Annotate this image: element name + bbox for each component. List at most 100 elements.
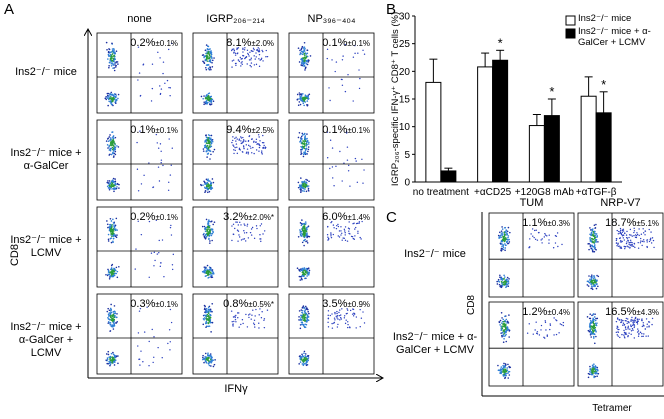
- event-dot: [112, 351, 114, 354]
- event-dot: [627, 239, 629, 241]
- event-dot: [116, 229, 118, 231]
- event-dot: [112, 137, 114, 139]
- event-dot: [632, 245, 635, 248]
- event-dot: [307, 310, 309, 313]
- event-dot: [205, 185, 208, 188]
- event-dot: [305, 183, 307, 186]
- event-dot: [548, 234, 550, 236]
- event-dot: [363, 169, 365, 171]
- event-dot: [502, 320, 505, 323]
- event-dot: [500, 371, 503, 373]
- event-dot: [296, 98, 299, 101]
- event-dot: [115, 272, 118, 275]
- event-dot: [112, 180, 114, 182]
- event-dot: [628, 332, 630, 334]
- event-dot: [206, 51, 208, 53]
- event-dot: [298, 61, 301, 63]
- event-dot: [245, 55, 248, 58]
- event-dot: [538, 334, 541, 336]
- event-dot: [258, 58, 260, 60]
- event-dot: [255, 52, 257, 54]
- event-dot: [155, 133, 158, 136]
- event-dot: [257, 134, 260, 136]
- event-dot: [207, 322, 209, 324]
- event-dot: [232, 144, 234, 146]
- event-dot: [327, 317, 330, 320]
- event-dot: [113, 67, 116, 69]
- event-dot: [594, 232, 596, 235]
- event-dot: [263, 318, 266, 320]
- percentage-sd: ±0.1%: [155, 213, 178, 222]
- event-dot: [303, 267, 306, 269]
- event-dot: [110, 303, 112, 306]
- event-dot: [209, 66, 212, 69]
- event-dot: [302, 229, 305, 232]
- event-dot: [203, 225, 206, 228]
- event-dot: [236, 152, 239, 155]
- event-dot: [636, 233, 639, 236]
- event-dot: [159, 92, 162, 95]
- event-dot: [619, 229, 622, 232]
- event-dot: [238, 138, 241, 140]
- event-dot: [303, 60, 305, 63]
- event-dot: [112, 232, 114, 235]
- percentage-sd: ±5.1%: [636, 219, 659, 228]
- event-dot: [502, 244, 505, 247]
- event-dot: [208, 92, 211, 94]
- event-dot: [110, 325, 113, 327]
- significance: *: [601, 77, 606, 92]
- event-dot: [300, 222, 303, 225]
- event-dot: [615, 242, 618, 244]
- event-dot: [251, 314, 253, 316]
- event-dot: [347, 321, 349, 323]
- event-dot: [505, 328, 508, 330]
- event-dot: [109, 100, 112, 102]
- event-dot: [138, 358, 141, 360]
- percentage-value: 0.1%: [322, 37, 347, 49]
- percentage-sd: ±0.1%: [155, 300, 178, 309]
- event-dot: [210, 142, 212, 145]
- event-dot: [204, 190, 207, 192]
- event-dot: [619, 241, 622, 243]
- event-dot: [113, 49, 115, 51]
- event-dot: [352, 237, 355, 240]
- event-dot: [240, 65, 242, 67]
- event-dot: [238, 312, 240, 314]
- event-dot: [348, 221, 350, 223]
- event-dot: [234, 146, 236, 149]
- event-dot: [111, 48, 114, 50]
- event-dot: [304, 305, 307, 308]
- event-dot: [353, 313, 356, 315]
- event-dot: [626, 318, 629, 320]
- event-dot: [508, 374, 511, 376]
- event-dot: [302, 100, 304, 103]
- event-dot: [109, 276, 112, 278]
- event-dot: [113, 305, 116, 307]
- event-dot: [559, 323, 561, 325]
- event-dot: [593, 240, 596, 242]
- event-dot: [633, 234, 635, 237]
- event-dot: [502, 318, 505, 321]
- bar: [595, 112, 612, 183]
- event-dot: [594, 227, 597, 229]
- event-dot: [634, 317, 637, 320]
- event-dot: [622, 237, 624, 239]
- event-dot: [634, 234, 637, 236]
- event-dot: [258, 327, 260, 329]
- event-dot: [246, 225, 248, 227]
- event-dot: [303, 133, 305, 136]
- event-dot: [303, 239, 305, 242]
- event-dot: [114, 51, 116, 54]
- event-dot: [300, 235, 303, 237]
- event-dot: [205, 52, 207, 55]
- x-tick-label: +αTGF-β: [576, 187, 617, 198]
- event-dot: [644, 328, 646, 330]
- percentage: 1.2%±0.4%: [522, 306, 570, 318]
- event-dot: [639, 331, 642, 334]
- event-dot: [622, 319, 624, 322]
- event-dot: [168, 329, 171, 331]
- event-dot: [112, 64, 115, 66]
- event-dot: [591, 238, 594, 240]
- event-dot: [205, 361, 208, 364]
- event-dot: [115, 355, 118, 357]
